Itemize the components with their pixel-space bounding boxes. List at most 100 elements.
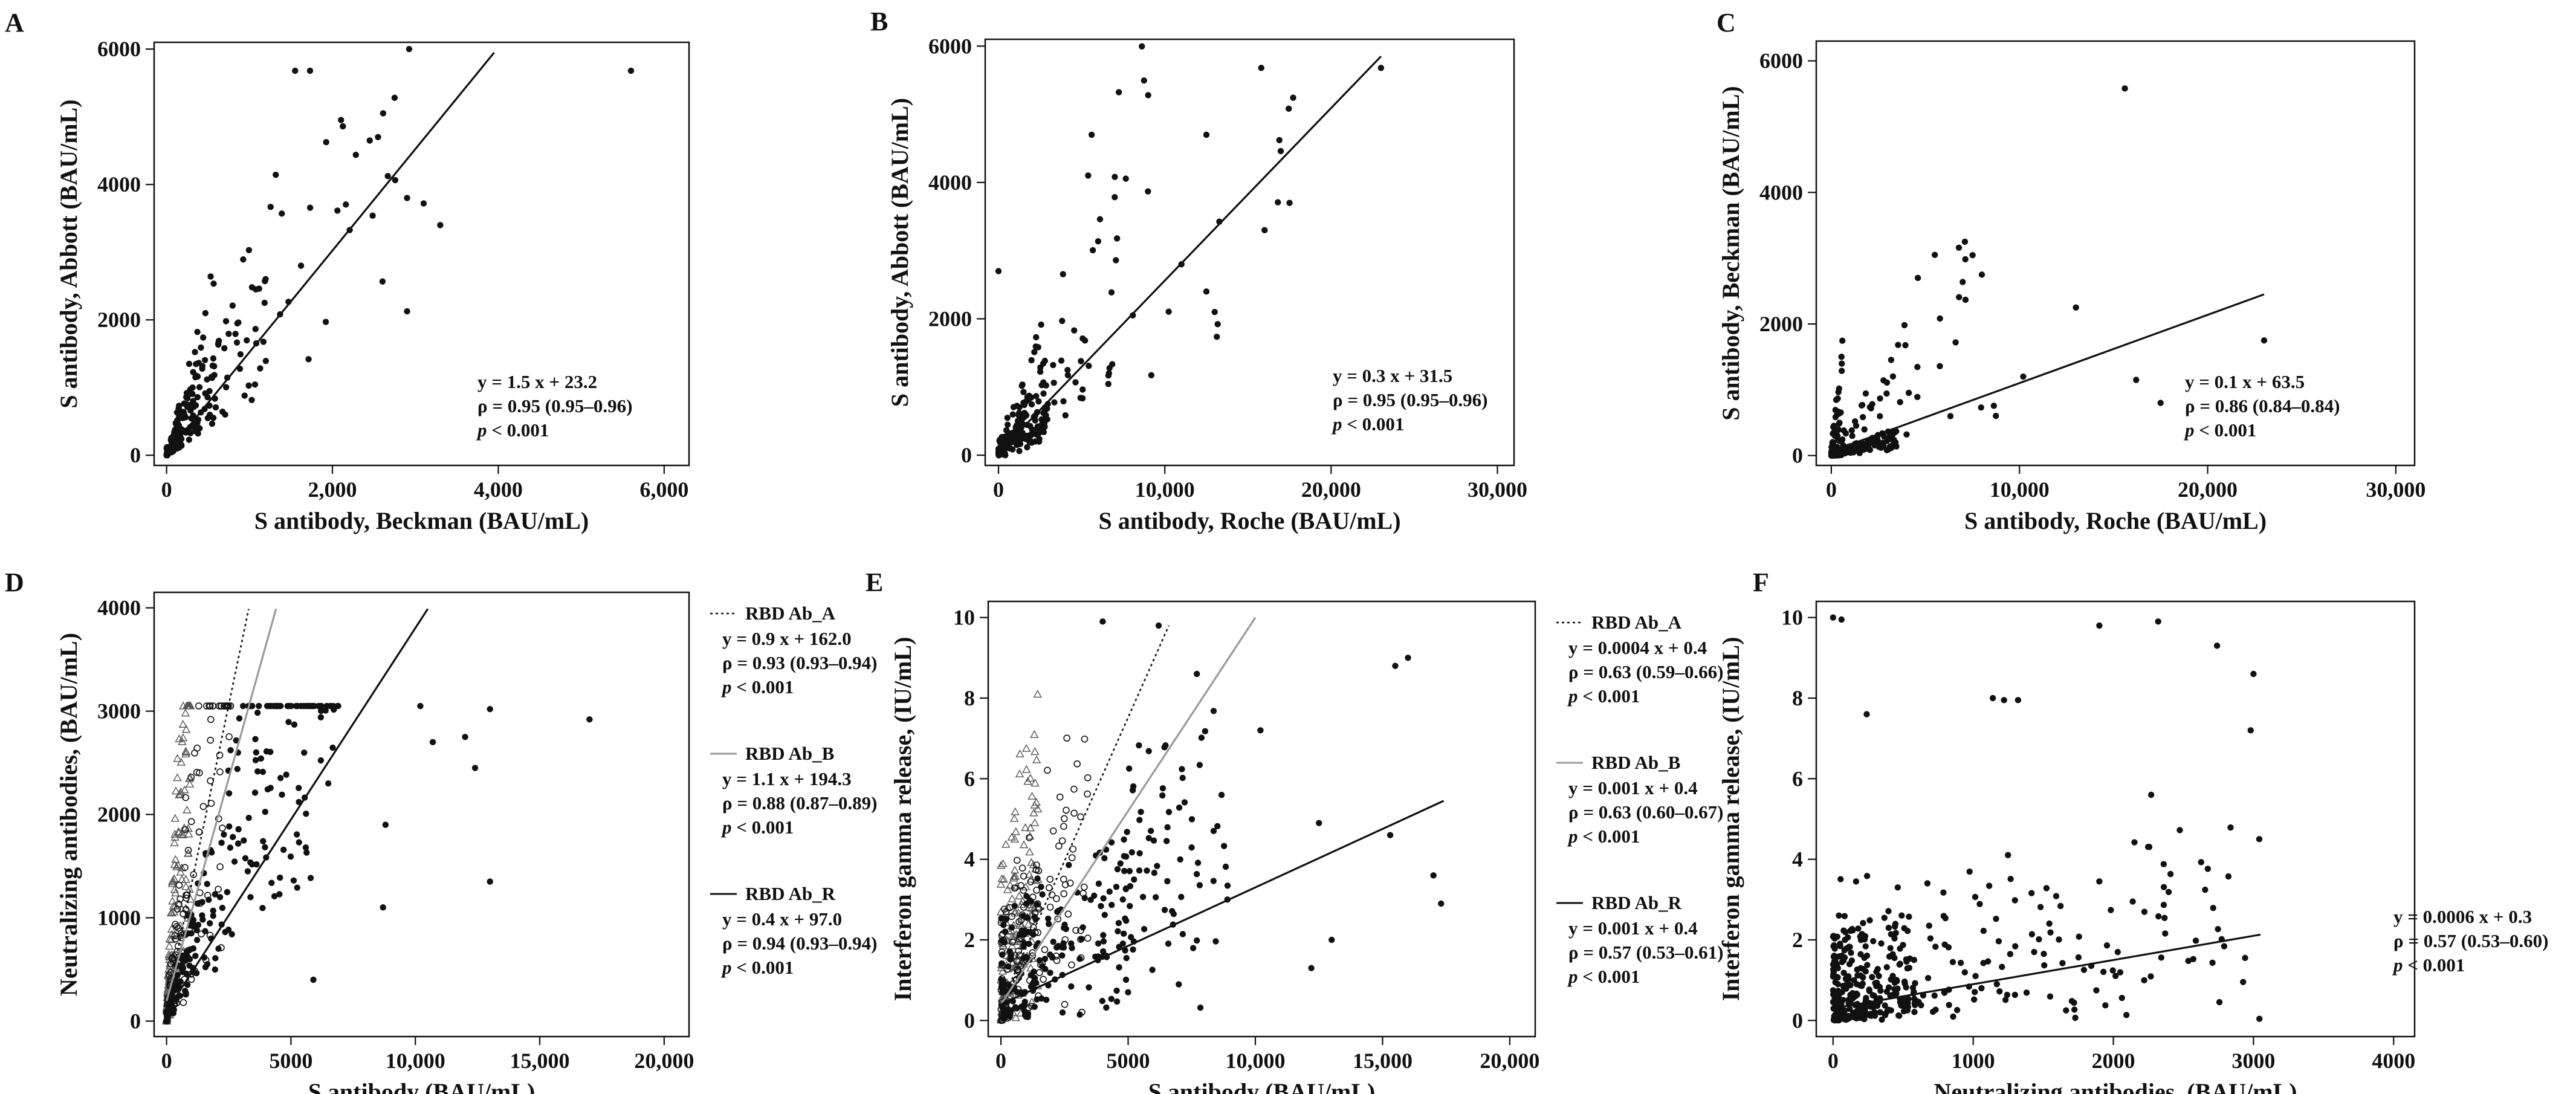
- x-tick-label: 30,000: [1468, 477, 1527, 502]
- data-point: [2031, 948, 2037, 956]
- data-point: [260, 838, 267, 844]
- data-point: [184, 982, 191, 988]
- data-point: [1952, 339, 1959, 346]
- data-point: [1989, 694, 1996, 702]
- data-point: [1030, 818, 1040, 826]
- data-point: [252, 326, 259, 332]
- data-point: [2161, 914, 2168, 921]
- data-point: [1210, 827, 1217, 835]
- data-point: [2221, 943, 2228, 950]
- data-point: [1220, 843, 1228, 849]
- data-point: [1149, 966, 1156, 973]
- data-point: [182, 748, 191, 756]
- data-point: [199, 803, 207, 811]
- data-point: [205, 896, 212, 903]
- data-point: [1085, 172, 1092, 179]
- panel-letter: B: [870, 7, 888, 36]
- data-point: [167, 908, 176, 917]
- data-point: [2190, 956, 2196, 963]
- data-point: [1030, 800, 1039, 809]
- data-point: [2036, 936, 2042, 943]
- data-point: [306, 67, 314, 74]
- data-point: [315, 702, 322, 710]
- data-point: [170, 814, 180, 822]
- data-point: [1015, 947, 1022, 955]
- y-tick-label: 6000: [97, 37, 141, 61]
- data-point: [1018, 383, 1025, 389]
- data-point: [203, 702, 210, 710]
- data-point: [1079, 924, 1086, 931]
- data-point: [1866, 986, 1872, 993]
- data-point: [181, 708, 190, 717]
- data-point: [1924, 974, 1932, 982]
- data-point: [2056, 936, 2062, 943]
- data-point: [1053, 895, 1060, 902]
- data-point: [260, 338, 267, 345]
- data-point: [1063, 734, 1070, 742]
- data-point: [384, 173, 391, 180]
- data-point: [1863, 994, 1869, 1002]
- data-point: [1031, 974, 1038, 982]
- data-point: [998, 937, 1005, 944]
- data-point: [995, 452, 1002, 459]
- data-point: [1036, 957, 1043, 963]
- y-axis-label: S antibody, Beckman (BAU/mL): [1717, 86, 1744, 420]
- data-point: [1904, 965, 1911, 972]
- data-point: [277, 775, 284, 782]
- data-point: [262, 276, 269, 282]
- data-point: [1846, 1005, 1853, 1012]
- data-point: [1012, 1004, 1019, 1011]
- data-point: [206, 920, 213, 927]
- p-symbol: p: [720, 957, 732, 978]
- data-point: [183, 390, 190, 396]
- data-point: [1053, 957, 1061, 964]
- data-point: [1041, 946, 1049, 953]
- data-point: [1849, 989, 1856, 997]
- data-point: [1055, 943, 1062, 950]
- y-tick-label: 10: [1781, 606, 1803, 630]
- data-point: [1024, 870, 1034, 878]
- data-point: [340, 123, 346, 130]
- data-point: [1027, 858, 1036, 866]
- data-point: [1025, 396, 1032, 403]
- data-point: [1026, 940, 1032, 947]
- data-point: [176, 757, 186, 766]
- data-point: [184, 846, 192, 854]
- data-point: [1179, 766, 1185, 772]
- data-point: [1888, 976, 1894, 983]
- data-point: [181, 400, 187, 407]
- data-point: [1863, 711, 1870, 717]
- data-point: [285, 719, 292, 725]
- data-point: [1023, 900, 1030, 907]
- x-tick-label: 3000: [2231, 1049, 2275, 1073]
- y-tick-label: 4000: [1759, 180, 1803, 204]
- data-point: [2160, 884, 2167, 890]
- data-point: [1937, 363, 1943, 370]
- data-point: [1932, 943, 1939, 950]
- data-point: [283, 771, 290, 778]
- data-point: [178, 733, 188, 742]
- data-point: [1838, 354, 1845, 360]
- data-point: [1177, 856, 1183, 863]
- data-point: [1277, 147, 1284, 155]
- data-point: [215, 945, 222, 952]
- data-point: [1020, 1003, 1027, 1009]
- data-point: [2108, 907, 2114, 913]
- data-point: [1064, 366, 1071, 374]
- data-point: [1103, 1004, 1110, 1011]
- data-point: [1059, 952, 1066, 959]
- data-point: [1067, 940, 1075, 947]
- data-point: [1211, 309, 1218, 316]
- data-point: [228, 931, 235, 937]
- regression-line: [1831, 293, 2265, 453]
- data-point: [1222, 863, 1229, 870]
- y-axis-label: S antibody, Abbott (BAU/mL): [55, 99, 82, 408]
- data-point: [338, 117, 345, 123]
- data-point: [380, 110, 387, 117]
- data-point: [2007, 951, 2014, 957]
- data-point: [2227, 824, 2234, 831]
- data-point: [1081, 883, 1088, 891]
- data-point: [1914, 364, 1921, 371]
- data-point: [1257, 727, 1264, 734]
- data-point: [329, 702, 337, 710]
